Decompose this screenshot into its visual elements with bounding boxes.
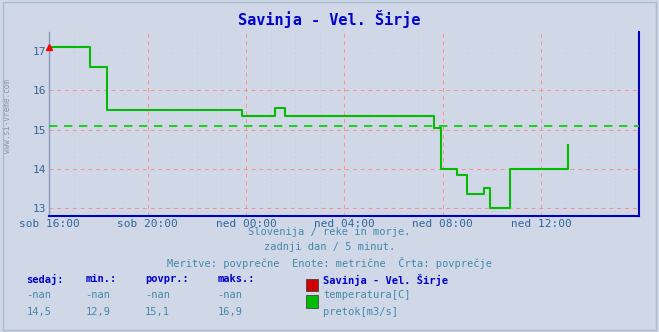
Text: sedaj:: sedaj: — [26, 274, 64, 285]
Text: Savinja - Vel. Širje: Savinja - Vel. Širje — [239, 10, 420, 28]
Text: povpr.:: povpr.: — [145, 274, 188, 284]
Text: temperatura[C]: temperatura[C] — [323, 290, 411, 300]
Text: 15,1: 15,1 — [145, 307, 170, 317]
Text: 12,9: 12,9 — [86, 307, 111, 317]
Text: pretok[m3/s]: pretok[m3/s] — [323, 307, 398, 317]
Text: -nan: -nan — [86, 290, 111, 300]
Text: 14,5: 14,5 — [26, 307, 51, 317]
Text: min.:: min.: — [86, 274, 117, 284]
Text: -nan: -nan — [145, 290, 170, 300]
Text: Slovenija / reke in morje.: Slovenija / reke in morje. — [248, 227, 411, 237]
Text: -nan: -nan — [217, 290, 243, 300]
Text: 16,9: 16,9 — [217, 307, 243, 317]
Text: Meritve: povprečne  Enote: metrične  Črta: povprečje: Meritve: povprečne Enote: metrične Črta:… — [167, 257, 492, 269]
Text: Savinja - Vel. Širje: Savinja - Vel. Širje — [323, 274, 448, 286]
Text: zadnji dan / 5 minut.: zadnji dan / 5 minut. — [264, 242, 395, 252]
Text: maks.:: maks.: — [217, 274, 255, 284]
Text: www.si-vreme.com: www.si-vreme.com — [3, 79, 13, 153]
Text: -nan: -nan — [26, 290, 51, 300]
